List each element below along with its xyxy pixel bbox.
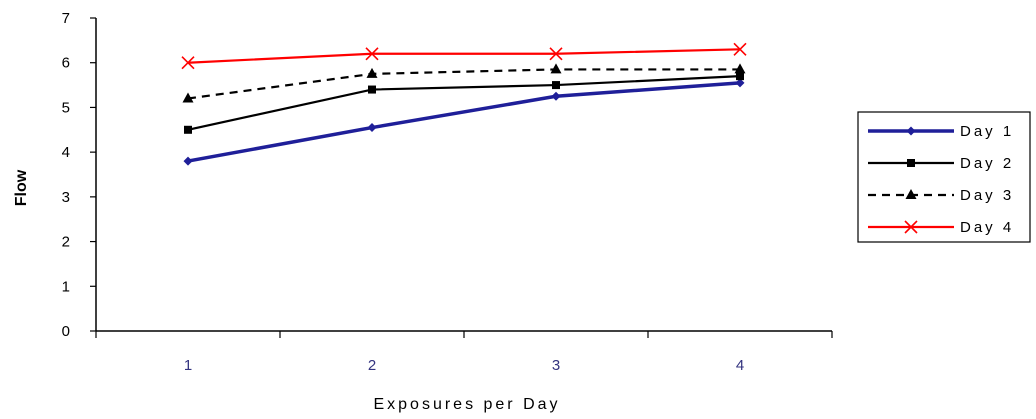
- series-day-1: [183, 78, 745, 166]
- y-tick-label: 2: [62, 234, 70, 251]
- series-day-2: [184, 72, 744, 134]
- series-day-4: [181, 42, 747, 70]
- legend-item: Day 2: [868, 155, 1014, 172]
- x-tick-label: 3: [552, 357, 560, 374]
- legend-label: Day 1: [960, 123, 1014, 140]
- data-point: [552, 81, 560, 90]
- legend-box: [857, 111, 1031, 243]
- legend: Day 1 Day 2 Day 3 Day 4: [857, 111, 1031, 243]
- y-tick-label: 5: [62, 99, 70, 116]
- legend-item: Day 4: [868, 219, 1014, 236]
- data-point: [733, 42, 747, 56]
- legend-marker: [905, 189, 917, 199]
- legend-marker: [907, 159, 915, 167]
- series-group: [181, 42, 747, 166]
- y-tick-label: 6: [62, 55, 70, 72]
- x-tick-label: 2: [368, 357, 376, 374]
- y-tick-label: 1: [62, 278, 70, 295]
- data-point: [549, 47, 563, 61]
- legend-item: Day 1: [868, 123, 1014, 140]
- data-point-stroke: [733, 42, 747, 56]
- data-point: [368, 85, 376, 94]
- series-day-3: [182, 63, 746, 103]
- series-line: [187, 68, 740, 100]
- y-tick-label: 0: [62, 323, 70, 340]
- data-point-stroke: [181, 56, 195, 70]
- data-point: [182, 92, 194, 103]
- data-point: [366, 67, 378, 78]
- legend-item: Day 3: [868, 187, 1014, 204]
- legend-label: Day 3: [960, 187, 1014, 204]
- legend-marker: [904, 220, 918, 234]
- data-point: [550, 63, 562, 74]
- x-tick-label: 4: [736, 357, 744, 374]
- data-point-stroke: [365, 47, 379, 61]
- data-point: [551, 91, 561, 101]
- y-tick-label: 7: [62, 10, 70, 27]
- data-point: [736, 72, 744, 81]
- legend-marker-stroke: [904, 220, 918, 234]
- x-tick-label: 1: [184, 357, 192, 374]
- y-tick-label: 4: [62, 144, 70, 161]
- axes: 0 1 2 3 4 5 6 7 1 2 3 4: [62, 10, 833, 374]
- data-point: [183, 156, 193, 166]
- data-point: [734, 63, 746, 74]
- y-axis-title: Flow: [13, 169, 30, 206]
- data-point: [367, 123, 377, 133]
- data-point: [181, 56, 195, 70]
- legend-label: Day 2: [960, 155, 1014, 172]
- y-tick-label: 3: [62, 189, 70, 206]
- series-line: [187, 48, 741, 64]
- data-point: [735, 78, 745, 88]
- data-point-stroke: [549, 47, 563, 61]
- data-point: [184, 125, 192, 134]
- legend-label: Day 4: [960, 219, 1014, 236]
- x-axis-title: Exposures per Day: [373, 396, 560, 413]
- legend-marker: [906, 126, 916, 136]
- series-line: [187, 81, 741, 163]
- series-line: [187, 75, 741, 131]
- data-point: [365, 47, 379, 61]
